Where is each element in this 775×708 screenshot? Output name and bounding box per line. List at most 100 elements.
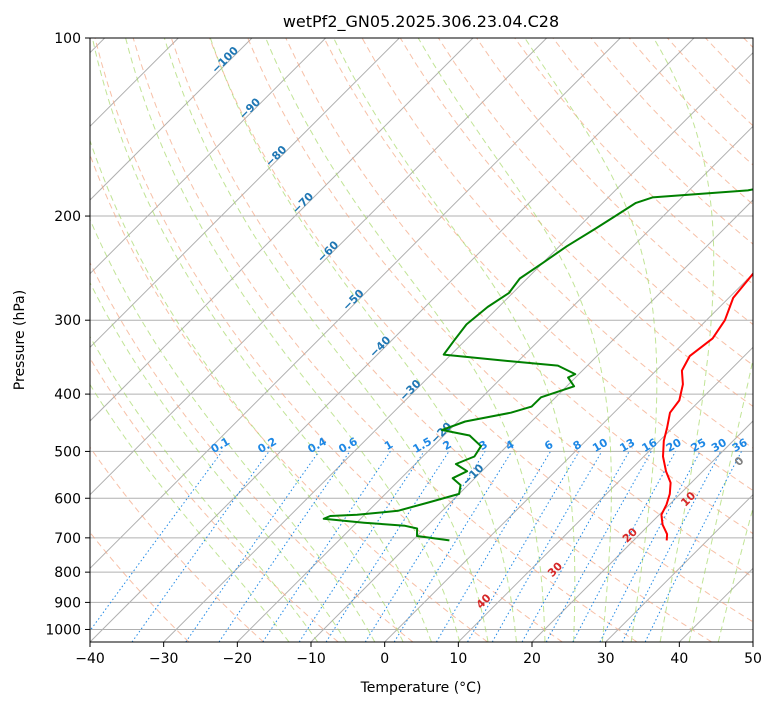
dry-adiabat-line xyxy=(90,357,339,642)
moist-adiabat-line xyxy=(90,218,376,642)
profile-line xyxy=(660,272,753,541)
moist-adiabat-line xyxy=(209,38,517,642)
y-tick-label: 900 xyxy=(54,595,81,611)
mixing-ratio-line xyxy=(621,451,722,642)
x-tick-label: −30 xyxy=(149,651,179,667)
isotherm-line xyxy=(678,567,753,642)
mixing-ratio-line xyxy=(298,451,425,642)
profiles xyxy=(322,188,753,542)
mixing-ratio-line xyxy=(185,451,320,642)
dry-adiabat-line xyxy=(170,38,712,642)
isotherm-line xyxy=(163,51,753,642)
dry-adiabat-line xyxy=(90,261,414,642)
isotherm-line xyxy=(457,346,753,642)
moist-adiabat-label: 30 xyxy=(545,559,565,579)
moist-adiabat-label: 10 xyxy=(678,489,698,509)
dry-adiabat-line xyxy=(323,38,753,492)
moist-adiabat-line xyxy=(90,383,290,642)
x-tick-label: −20 xyxy=(223,651,253,667)
mixing-ratio-label: 16 xyxy=(640,436,660,455)
chart-title: wetPf2_GN05.2025.306.23.04.C28 xyxy=(283,12,559,32)
dry-adiabat-line xyxy=(476,38,753,326)
mixing-ratio-label: 25 xyxy=(689,436,709,455)
dry-adiabat-label: −50 xyxy=(340,286,367,313)
mixing-ratio-label: 20 xyxy=(664,436,684,455)
dry-adiabat-line xyxy=(590,38,753,206)
moist-adiabat-line xyxy=(163,38,489,642)
isotherm-line xyxy=(90,38,695,642)
dry-adiabat-line xyxy=(285,38,753,535)
dry-adiabat-line xyxy=(437,38,753,366)
moist-adiabat-line xyxy=(653,38,715,642)
dry-adiabat-line xyxy=(90,153,488,642)
x-axis-ticks: −40 −30 −20 −10 0 10 20 30 40 50 xyxy=(75,642,762,667)
dry-adiabat-line xyxy=(705,38,753,88)
y-tick-label: 600 xyxy=(54,491,81,507)
mixing-ratio-line xyxy=(262,451,391,642)
x-tick-label: −10 xyxy=(296,651,326,667)
dry-adiabat-label: −10 xyxy=(460,461,487,488)
moist-adiabat-line xyxy=(688,356,753,642)
mixing-ratio-label: 0.1 xyxy=(209,435,232,456)
mixing-ratio-line xyxy=(599,451,701,642)
profile-line xyxy=(322,188,753,542)
mixing-ratio-label: 10 xyxy=(590,436,610,455)
moist-adiabat-line xyxy=(91,38,432,642)
dry-adiabat-label: −70 xyxy=(290,190,317,217)
isotherm-line xyxy=(90,38,327,275)
y-tick-label: 700 xyxy=(54,531,81,547)
y-tick-label: 500 xyxy=(54,444,81,460)
dry-adiabat-label: −80 xyxy=(263,143,290,170)
moist-adiabat-line xyxy=(265,38,546,642)
dry-adiabat-label: −30 xyxy=(397,377,424,404)
isotherm-line xyxy=(384,272,753,642)
dry-adiabat-line xyxy=(743,38,753,49)
y-tick-label: 100 xyxy=(54,31,81,47)
mixing-ratio-line xyxy=(90,451,223,632)
mixing-ratio-line xyxy=(545,451,652,642)
mixing-ratio-label: 0.6 xyxy=(336,435,360,456)
y-tick-label: 300 xyxy=(54,313,81,329)
mixing-ratio-label: 6 xyxy=(542,438,555,453)
y-tick-label: 400 xyxy=(54,387,81,403)
x-tick-label: 50 xyxy=(744,651,762,667)
dry-adiabat-line xyxy=(90,531,190,642)
dry-adiabat-line xyxy=(247,38,753,578)
dry-adiabat-line xyxy=(94,38,563,642)
mixing-ratio-label: 0.4 xyxy=(306,435,330,456)
y-axis-label: Pressure (hPa) xyxy=(12,290,28,390)
mixing-ratio-label: 30 xyxy=(709,436,729,455)
isotherm-line xyxy=(90,38,474,422)
moist-adiabat-label: 20 xyxy=(620,525,640,545)
moist-adiabat-line xyxy=(524,38,658,642)
isotherm-line xyxy=(90,38,253,201)
x-tick-label: 0 xyxy=(380,651,389,667)
mixing-ratio-line xyxy=(644,451,742,642)
x-tick-label: 40 xyxy=(670,651,688,667)
moist-adiabat-label: 40 xyxy=(474,591,494,611)
moist-adiabat-line xyxy=(417,38,612,642)
y-tick-label: 1000 xyxy=(45,622,81,638)
moist-adiabat-line xyxy=(717,506,753,642)
dry-adiabat-line xyxy=(514,38,753,285)
mixing-ratio-line xyxy=(131,451,270,642)
x-axis-label: Temperature (°C) xyxy=(360,680,482,696)
isotherm-line xyxy=(90,38,621,570)
isotherm-line xyxy=(236,125,753,642)
isotherm-line xyxy=(90,38,548,496)
y-tick-label: 800 xyxy=(54,565,81,581)
moist-adiabat-line xyxy=(333,38,576,642)
x-tick-label: 10 xyxy=(449,651,467,667)
mixing-ratio-line xyxy=(521,451,630,642)
y-tick-label: 200 xyxy=(54,209,81,225)
dry-adiabat-line xyxy=(90,446,264,642)
dry-adiabat-line xyxy=(209,38,753,623)
isotherm-line xyxy=(752,641,753,642)
mixing-ratio-label: 1 xyxy=(382,438,395,453)
mixing-ratio-line xyxy=(572,451,676,642)
isotherm-line xyxy=(531,420,753,642)
x-tick-label: 30 xyxy=(597,651,615,667)
moist-adiabat-line xyxy=(90,281,347,642)
moist-adiabat-line xyxy=(90,335,319,642)
